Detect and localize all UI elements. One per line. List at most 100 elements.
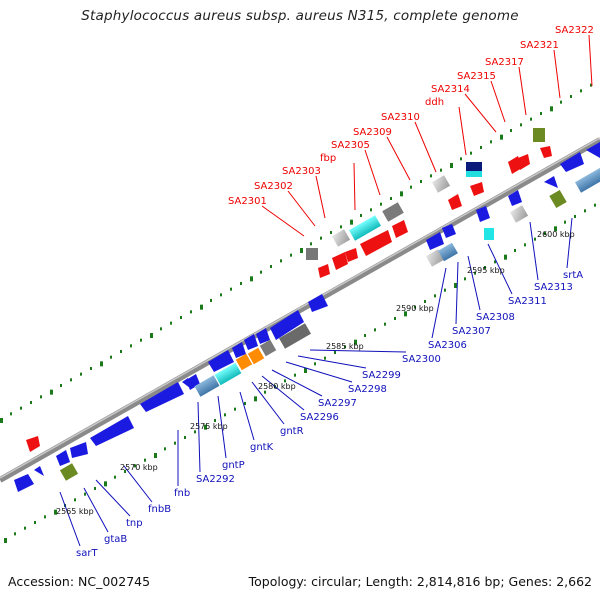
gene-label[interactable]: SA2309	[353, 127, 392, 138]
gene-label[interactable]: SA2321	[520, 40, 559, 51]
gene-label[interactable]: SA2322	[555, 25, 594, 36]
gene-label[interactable]: SA2296	[300, 412, 339, 423]
gene-box-olive[interactable]	[549, 189, 567, 209]
gene-label[interactable]: gntK	[250, 442, 274, 453]
gene-label[interactable]: SA2292	[196, 474, 235, 485]
gene-label[interactable]: SA2317	[485, 57, 524, 68]
track-tick	[24, 526, 26, 530]
gene-arrow-blue[interactable]	[586, 142, 600, 158]
gene-arrow-red[interactable]	[360, 230, 392, 256]
gene-arrow-red[interactable]	[540, 146, 552, 158]
gene-arrow-blue[interactable]	[70, 442, 88, 458]
track-tick	[110, 355, 112, 359]
gene-label[interactable]: SA2313	[534, 282, 573, 293]
gene-arrow-blue[interactable]	[476, 206, 490, 222]
gene-box-navy[interactable]	[466, 162, 482, 172]
gene-box-orange[interactable]	[235, 353, 253, 371]
gene-arrow-red[interactable]	[448, 194, 462, 210]
gene-label[interactable]: ddh	[425, 97, 444, 108]
gene-arrow-blue[interactable]	[34, 466, 44, 476]
gene-box-gray[interactable]	[279, 323, 311, 349]
gene-label[interactable]: fbp	[320, 153, 336, 164]
gene-box-cyan[interactable]	[349, 215, 381, 241]
gene-label[interactable]: SA2311	[508, 296, 547, 307]
gene-box-olive[interactable]	[533, 128, 545, 142]
gene-label[interactable]: gntR	[280, 426, 304, 437]
gene-box-gray[interactable]	[306, 248, 318, 260]
genome-backbone	[0, 137, 600, 483]
track-tick	[60, 384, 62, 387]
gene-box-cyan[interactable]	[214, 362, 242, 386]
gene-arrow-blue[interactable]	[208, 350, 234, 372]
track-tick	[394, 317, 396, 320]
gene-arrow-red[interactable]	[332, 252, 348, 270]
gene-arrow-blue[interactable]	[544, 176, 558, 188]
gene-label[interactable]: gtaB	[104, 534, 127, 545]
gene-box-steel[interactable]	[575, 167, 600, 193]
gene-arrow-blue[interactable]	[56, 450, 70, 466]
gene-box-lightgray[interactable]	[509, 205, 529, 223]
track-tick	[30, 401, 32, 404]
gene-label[interactable]: SA2297	[318, 398, 357, 409]
gene-box-steel[interactable]	[438, 242, 458, 262]
gene-label[interactable]: SA2300	[402, 354, 441, 365]
gene-label[interactable]: gntP	[222, 460, 245, 471]
track-tick	[564, 220, 566, 224]
gene-label[interactable]: SA2310	[381, 112, 420, 123]
gene-label[interactable]: SA2308	[476, 312, 515, 323]
gene-arrow-blue[interactable]	[508, 190, 522, 206]
gene-box-lightgray[interactable]	[425, 249, 445, 267]
gene-arrow-red[interactable]	[345, 248, 358, 262]
gene-box-orange[interactable]	[247, 347, 265, 365]
gene-arrow-blue[interactable]	[256, 328, 270, 344]
gene-box-olive[interactable]	[59, 463, 79, 481]
gene-box-gray[interactable]	[259, 339, 277, 357]
gene-arrow-red[interactable]	[470, 182, 484, 196]
gene-arrow-blue[interactable]	[232, 342, 246, 358]
gene-label[interactable]: srtA	[563, 270, 583, 281]
gene-arrow-red[interactable]	[518, 154, 530, 170]
gene-box-gray[interactable]	[382, 202, 404, 222]
track-tick	[464, 277, 466, 281]
gene-box-lightgray[interactable]	[331, 229, 351, 247]
gene-arrow-red[interactable]	[318, 264, 330, 278]
gene-label[interactable]: SA2301	[228, 196, 267, 207]
gene-label[interactable]: fnbB	[148, 504, 171, 515]
leader-line	[59, 491, 81, 547]
gene-label[interactable]: SA2299	[362, 370, 401, 381]
gene-arrow-blue[interactable]	[442, 224, 456, 238]
gene-label[interactable]: SA2302	[254, 181, 293, 192]
track-tick	[560, 100, 562, 104]
gene-arrow-blue[interactable]	[270, 310, 304, 340]
gene-label[interactable]: tnp	[126, 518, 143, 529]
leader-line	[518, 66, 527, 116]
gene-arrow-red[interactable]	[392, 220, 408, 238]
gene-arrow-red[interactable]	[26, 436, 40, 452]
gene-label[interactable]: fnb	[174, 488, 190, 499]
gene-arrow-blue[interactable]	[308, 294, 328, 312]
gene-box-cyan[interactable]	[484, 228, 494, 240]
gene-arrow-blue[interactable]	[244, 334, 258, 350]
leader-line	[588, 34, 593, 87]
track-tick	[44, 515, 46, 519]
gene-box-steel[interactable]	[194, 375, 220, 397]
gene-label[interactable]: SA2315	[457, 71, 496, 82]
gene-arrow-blue[interactable]	[14, 474, 34, 492]
gene-arrow-blue[interactable]	[90, 416, 134, 446]
gene-label[interactable]: SA2307	[452, 326, 491, 337]
track-tick	[314, 362, 316, 366]
gene-box-lightgray[interactable]	[431, 175, 451, 193]
gene-arrow-blue[interactable]	[560, 152, 584, 172]
gene-label[interactable]: SA2305	[331, 140, 370, 151]
gene-label[interactable]: SA2303	[282, 166, 321, 177]
gene-label[interactable]: SA2306	[428, 340, 467, 351]
track-tick	[344, 345, 346, 349]
gene-label[interactable]: sarT	[76, 548, 98, 559]
gene-box-cyan[interactable]	[466, 171, 482, 177]
gene-arrow-blue[interactable]	[140, 382, 184, 412]
gene-arrow-blue[interactable]	[426, 232, 444, 250]
track-tick	[0, 418, 3, 423]
gene-label[interactable]: SA2314	[431, 84, 470, 95]
gene-label[interactable]: SA2298	[348, 384, 387, 395]
